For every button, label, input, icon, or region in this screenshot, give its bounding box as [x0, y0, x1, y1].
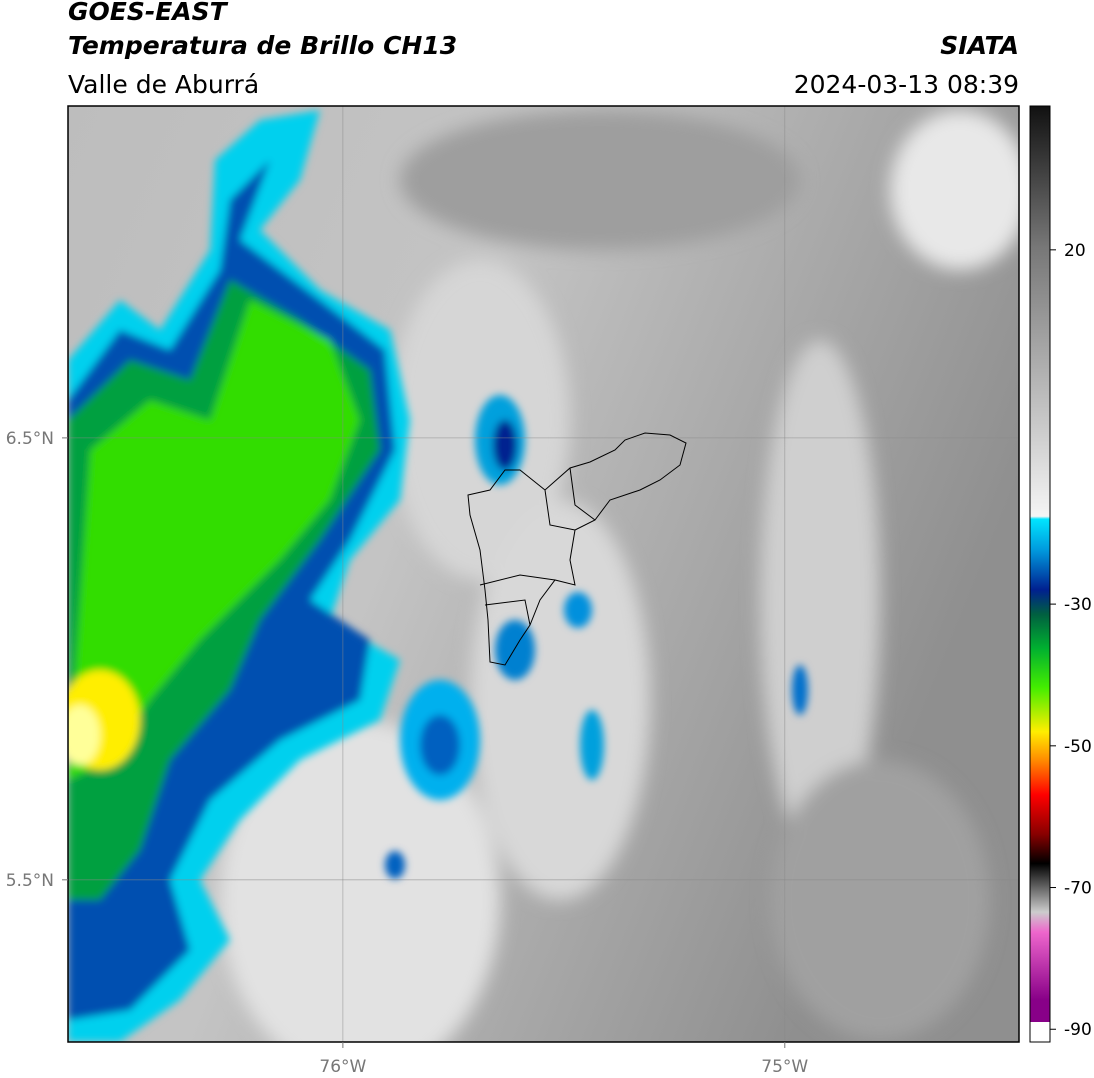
region: Valle de Aburrá	[68, 70, 259, 99]
colorbar-tick-label: -70	[1064, 879, 1092, 899]
colorbar	[1030, 106, 1050, 1022]
grid	[68, 106, 1019, 1042]
y-tick-label: 5.5°N	[6, 871, 54, 891]
colorbar-frame	[1029, 105, 1051, 1043]
map-frame	[67, 105, 1020, 1043]
valle-de-aburra-outline	[467, 432, 687, 666]
colorbar-tick-label: 20	[1064, 241, 1086, 261]
title: GOES-EAST	[68, 0, 229, 26]
colorbar-tick-label: -90	[1064, 1020, 1092, 1040]
colorbar-tick-label: -30	[1064, 595, 1092, 615]
y-tick-label: 6.5°N	[6, 429, 54, 449]
colorbar-extension	[1030, 1022, 1050, 1042]
subtitle: Temperatura de Brillo CH13	[68, 31, 457, 60]
x-tick-label: 75°W	[761, 1057, 808, 1077]
source: SIATA	[940, 31, 1019, 60]
satellite-image	[68, 106, 1019, 1042]
colorbar-tick-label: -50	[1064, 737, 1092, 757]
x-tick-label: 76°W	[319, 1057, 366, 1077]
timestamp: 2024-03-13 08:39	[794, 70, 1019, 99]
